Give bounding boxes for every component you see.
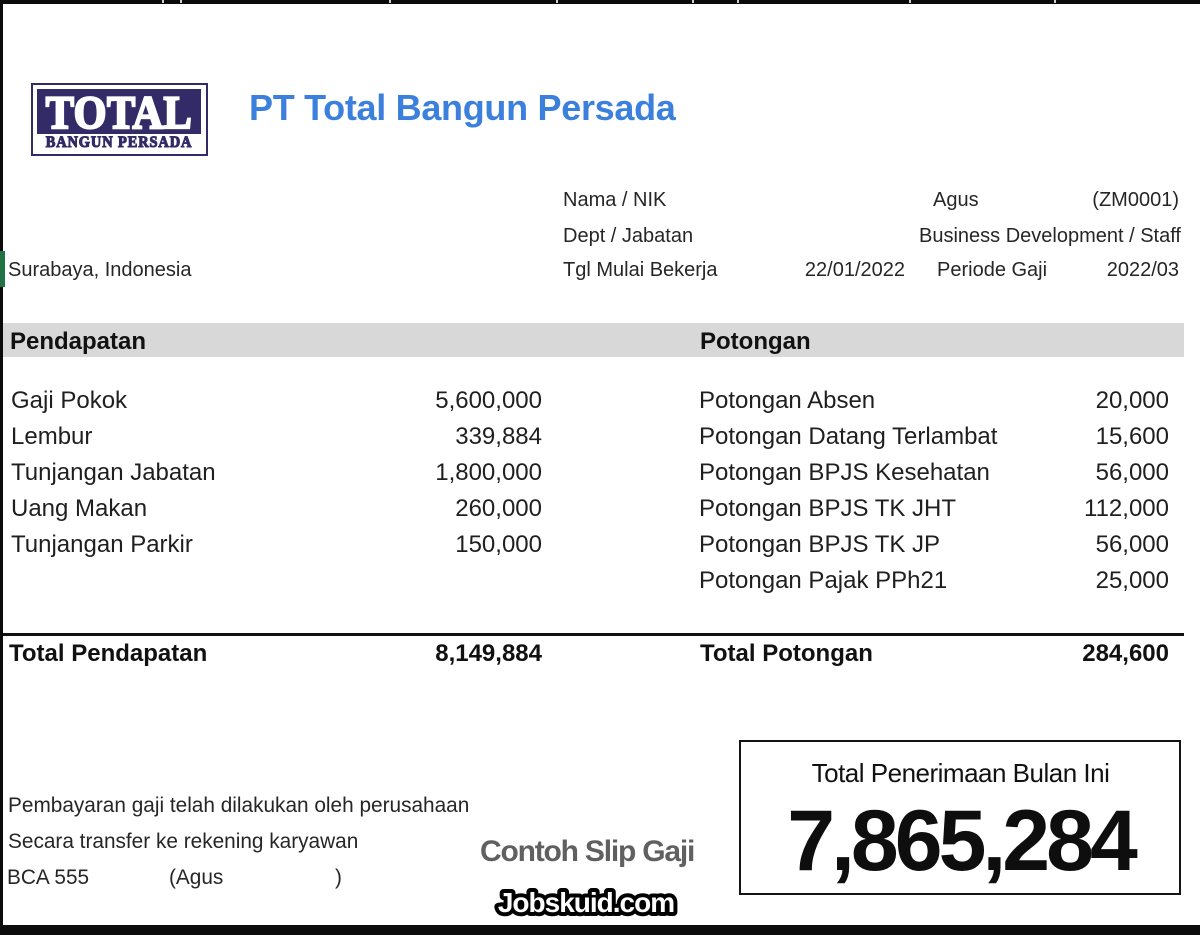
svg-text:Jobskuid.com: Jobskuid.com	[498, 887, 674, 918]
